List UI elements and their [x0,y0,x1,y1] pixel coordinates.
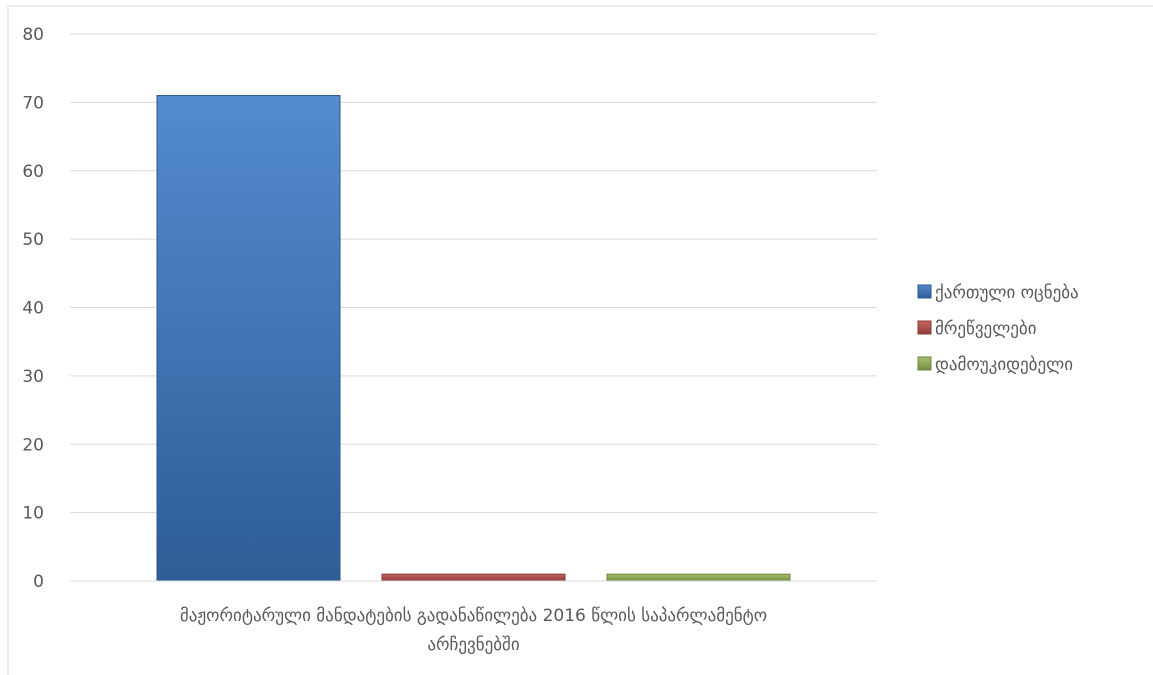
y-axis-ticks: 0 10 20 30 40 50 60 70 80 [22,25,44,592]
y-tick-label: 80 [22,25,44,45]
bars [156,95,791,582]
y-tick-label: 0 [33,572,44,592]
y-tick-label: 10 [22,504,44,524]
legend-swatch [917,356,932,371]
x-category-label-line: არჩევნებში [427,635,519,655]
legend-item: მრეწველები [917,319,1037,339]
y-tick-label: 70 [22,93,44,113]
legend-swatch [917,284,932,299]
y-tick-label: 40 [22,299,44,319]
legend: ქართული ოცნება მრეწველები დამოუკიდებელი [917,283,1079,375]
x-category-label-line: მაჟორიტარული მანდატების გადანაწილება 201… [180,606,767,626]
chart-frame [7,5,1153,675]
legend-label: დამოუკიდებელი [935,355,1073,375]
y-tick-label: 20 [22,435,44,455]
y-tick-label: 60 [22,162,44,182]
y-tick-label: 50 [22,230,44,250]
bar-series-1 [381,573,566,582]
legend-item: ქართული ოცნება [917,283,1079,303]
legend-item: დამოუკიდებელი [917,355,1073,375]
bar-series-0 [156,95,341,582]
bar-series-2 [606,573,791,582]
x-axis-category-label: მაჟორიტარული მანდატების გადანაწილება 201… [180,606,767,655]
legend-label: მრეწველები [935,319,1037,339]
legend-label: ქართული ოცნება [935,283,1079,303]
y-tick-label: 30 [22,367,44,387]
legend-swatch [917,320,932,335]
